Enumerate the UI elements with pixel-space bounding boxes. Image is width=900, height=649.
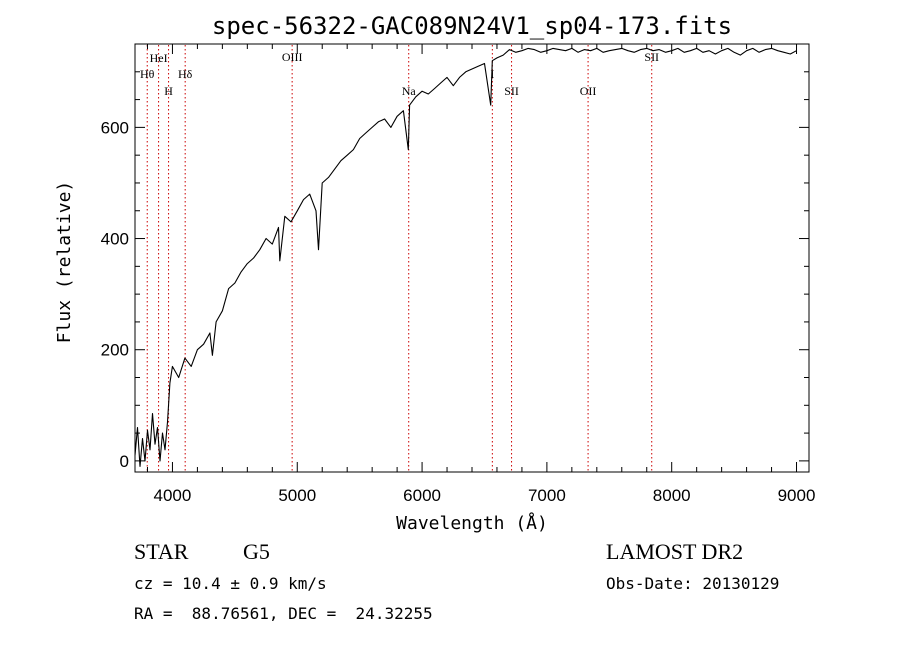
velocity-text: cz = 10.4 ± 0.9 km/s <box>134 574 327 593</box>
x-tick-label: 6000 <box>403 486 441 505</box>
spectral-line-label: Hδ <box>178 67 193 81</box>
class-label: STAR <box>134 539 189 564</box>
y-tick-label: 0 <box>120 452 129 471</box>
x-tick-label: 5000 <box>278 486 316 505</box>
x-axis-label: Wavelength (Å) <box>396 512 548 534</box>
spectrum-chart: spec-56322-GAC089N24V1_sp04-173.fits Hθ H… <box>54 12 816 534</box>
y-tick-label: 600 <box>101 118 129 137</box>
chart-title: spec-56322-GAC089N24V1_sp04-173.fits <box>212 12 732 40</box>
spectral-line-label: HeI <box>150 51 168 65</box>
spectral-line-label: Na <box>402 84 417 98</box>
obs-date-text: Obs-Date: 20130129 <box>606 574 780 593</box>
x-tick-label: 8000 <box>653 486 691 505</box>
y-tick-label: 200 <box>101 341 129 360</box>
spectral-line-label: OIII <box>282 50 303 64</box>
survey-label: LAMOST DR2 <box>606 539 744 564</box>
y-axis-label: Flux (relative) <box>54 181 75 344</box>
spectrum-line <box>134 47 797 467</box>
coords-text: RA = 88.76561, DEC = 24.32255 <box>134 604 433 623</box>
spectral-line-label: Hθ <box>140 67 155 81</box>
subclass-label: G5 <box>243 539 270 564</box>
spectral-line-label: SII <box>644 50 659 64</box>
x-tick-label: 4000 <box>154 486 192 505</box>
series-layer <box>134 47 797 467</box>
y-tick-label: 400 <box>101 230 129 249</box>
spectral-line-label: H <box>164 84 173 98</box>
spectral-line-label: OII <box>580 84 597 98</box>
plot-frame <box>134 43 810 473</box>
x-tick-label: 7000 <box>528 486 566 505</box>
x-tick-label: 9000 <box>778 486 816 505</box>
axes-layer: 4000 5000 6000 7000 8000 9000 0 200 400 600 <box>101 44 816 505</box>
spectral-line-label: SII <box>504 84 519 98</box>
